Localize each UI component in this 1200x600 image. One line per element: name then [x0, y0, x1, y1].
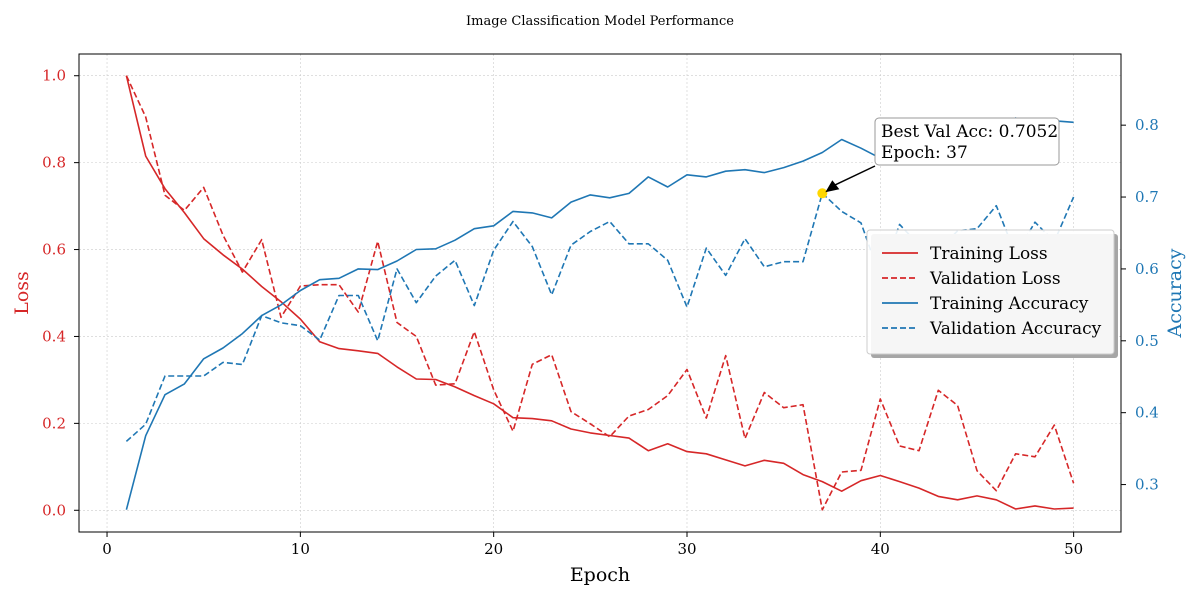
- y-axis-left-label: Loss: [11, 271, 33, 315]
- chart-title: Image Classification Model Performance: [466, 14, 734, 29]
- y-left-tick-label: 0.2: [42, 414, 66, 432]
- y-left-tick-label: 0.4: [42, 327, 66, 345]
- x-tick-label: 30: [677, 540, 696, 558]
- legend: Training Loss Validation Loss Training Acc…: [866, 229, 1118, 358]
- x-axis-label: Epoch: [570, 564, 630, 586]
- x-tick-label: 40: [871, 540, 890, 558]
- y-right-tick-label: 0.4: [1135, 404, 1159, 422]
- y-right-tick-label: 0.8: [1135, 116, 1159, 134]
- annotation-epoch-label: Epoch: 37: [881, 143, 968, 163]
- legend-label: Training Loss: [930, 244, 1048, 264]
- y-right-tick-label: 0.7: [1135, 188, 1159, 206]
- x-tick-label: 50: [1064, 540, 1083, 558]
- annotation-label: Best Val Acc: 0.7052: [881, 122, 1058, 142]
- y-left-tick-label: 0.0: [42, 501, 66, 519]
- annotation-box: [874, 117, 1060, 166]
- axes: 0 10 20 30 40 50 0.0 0.2 0.4 0.6 0.8 1.0 0.3 0.4 0.5 0.…: [42, 67, 1159, 558]
- series-line-validation-loss: [125, 75, 1075, 511]
- y-left-tick-label: 0.8: [42, 154, 66, 172]
- x-tick-label: 20: [484, 540, 503, 558]
- plot-frame: [78, 53, 1122, 533]
- legend-label: Training Accuracy: [930, 294, 1089, 314]
- y-right-tick-label: 0.3: [1135, 476, 1159, 494]
- y-right-tick-label: 0.6: [1135, 260, 1159, 278]
- series-line-training-loss: [125, 75, 1074, 510]
- y-left-tick-label: 0.6: [42, 241, 66, 259]
- y-right-tick-label: 0.5: [1135, 332, 1159, 350]
- best-val-acc-marker: [817, 188, 828, 199]
- y-axis-right-label: Accuracy: [1164, 248, 1186, 338]
- annotation-arrow-line: [833, 165, 876, 186]
- legend-box: [866, 229, 1115, 355]
- x-tick-label: 10: [291, 540, 310, 558]
- legend-label: Validation Loss: [929, 269, 1061, 289]
- legend-label: Validation Accuracy: [929, 319, 1102, 339]
- y-left-tick-label: 1.0: [42, 67, 66, 85]
- annotation-arrow-head: [825, 180, 840, 193]
- series-line-validation-accuracy: [125, 192, 1075, 442]
- x-tick-label: 0: [102, 540, 112, 558]
